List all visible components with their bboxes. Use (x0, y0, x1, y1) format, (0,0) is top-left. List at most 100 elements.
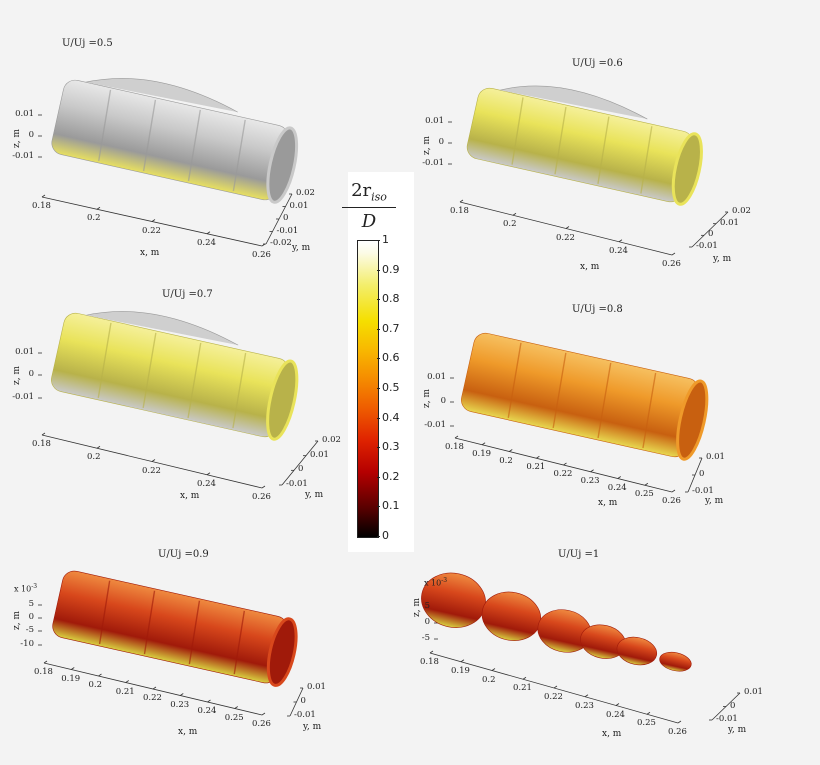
x-tick-label: 0.26 (662, 259, 681, 269)
z-tick-label: 0 (440, 396, 446, 406)
x-tick-label: 0.22 (143, 693, 162, 703)
y-tick-label: 0.01 (744, 687, 763, 697)
x-tick-label: 0.19 (451, 665, 470, 676)
y-tick-label: -0.01 (696, 241, 718, 251)
y-tick-label: 0.01 (706, 452, 725, 462)
x-axis-label: x, m (180, 491, 200, 501)
isosurface-tube (52, 570, 298, 687)
x-tick-label: 0.18 (32, 439, 51, 449)
x-tick-label: 0.2 (503, 219, 517, 230)
y-tick-label: -0.01 (692, 486, 714, 496)
z-tick-label: -5 (25, 625, 34, 635)
x-tick-label: 0.18 (445, 442, 464, 452)
x-axis-label: x, m (140, 248, 160, 258)
x-tick-label: 0.26 (668, 727, 687, 737)
z-tick-label: 0.01 (15, 109, 34, 119)
z-tick-label: 0 (424, 617, 430, 627)
x-tick-label: 0.2 (499, 455, 513, 466)
isosurface-plot (421, 572, 741, 724)
panel-u-0-7: U/Uj =0.7 0.01 0 -0.01 z, m 0.18 0.2 0.22 0.24 0.… (0, 275, 341, 505)
x-tick-label: 0.24 (607, 482, 627, 493)
z-tick-label: -0.01 (12, 392, 34, 402)
y-axis-label: y, m (713, 254, 732, 264)
x-tick-label: 0.2 (88, 680, 103, 690)
x-tick-label: 0.25 (637, 718, 656, 729)
x-tick-label: 0.19 (61, 673, 81, 684)
y-tick-label: 0 (699, 469, 705, 479)
x-tick-label: 0.26 (252, 250, 271, 260)
z-tick-label: 5 (28, 599, 34, 609)
x-tick-label: 0.22 (142, 465, 161, 476)
y-tick-label: 0.02 (732, 206, 751, 216)
x-tick-label: 0.25 (224, 712, 244, 723)
x-tick-label: 0.23 (580, 475, 600, 486)
x-tick-label: 0.24 (197, 237, 216, 248)
x-tick-label: 0.18 (34, 667, 53, 677)
z-tick-label: 0 (438, 137, 444, 147)
z-axis-label: z, m (12, 129, 22, 148)
x-tick-label: 0.24 (197, 706, 217, 716)
colorbar-tick-label: 0.6 (382, 351, 400, 365)
y-tick-label: 0 (300, 696, 306, 706)
x-tick-label: 0.23 (575, 700, 594, 711)
x-tick-label: 0.24 (197, 478, 216, 489)
x-axis-label: x, m (602, 729, 622, 739)
x-tick-label: 0.23 (170, 699, 190, 710)
x-axis-label: x, m (178, 727, 198, 737)
isosurface-plot (38, 311, 319, 489)
z-tick-label: 5 (424, 601, 430, 611)
y-axis-label: y, m (292, 243, 311, 253)
colorbar-tick-label: 0.8 (382, 292, 400, 306)
isosurface-tube (51, 78, 299, 204)
x-tick-label: 0.22 (553, 469, 573, 479)
x-tick-label: 0.18 (420, 657, 439, 667)
x-tick-label: 0.2 (87, 452, 101, 463)
z-tick-label: 0 (28, 369, 34, 379)
z-tick-label: -10 (20, 639, 34, 649)
x-tick-label: 0.22 (556, 232, 575, 243)
x-tick-label: 0.26 (252, 719, 271, 729)
panel-u-0-8: U/Uj =0.8 0.01 0 -0.01 z, m 0.18 0.19 0.2 0.21 0.… (410, 290, 810, 510)
x-axis-label: x, m (598, 498, 618, 508)
y-tick-label: 0.01 (307, 682, 326, 692)
isosurface-tube (461, 332, 709, 461)
z-tick-label: -0.01 (422, 158, 444, 168)
y-tick-label: -0.01 (716, 714, 738, 724)
z-tick-label: -5 (421, 633, 430, 643)
y-axis-label: y, m (305, 490, 324, 500)
y-axis-label: y, m (705, 496, 724, 506)
x-tick-label: 0.26 (662, 496, 681, 506)
colorbar-tick-label: 0.7 (382, 321, 400, 335)
x-tick-label: 0.24 (609, 245, 628, 256)
panel-u-0-5: U/Uj =0.5 0.01 0 -0.01 z, m 0.18 0.2 0.22 0.24 0.… (0, 0, 340, 270)
colorbar-tick-label: 1 (382, 233, 389, 246)
colorbar-tick-label: 0.9 (382, 262, 400, 276)
colorbar-tick-label: 0.4 (382, 410, 400, 424)
colorbar-tick-label: 0.1 (382, 499, 400, 513)
z-axis-label: z, m (422, 136, 432, 155)
x-tick-label: 0.22 (142, 225, 161, 236)
y-tick-label: 0.01 (310, 449, 329, 460)
x-tick-label: 0.21 (115, 686, 135, 697)
z-axis-label: z, m (12, 611, 22, 630)
y-tick-label: 0.02 (296, 188, 315, 198)
colorbar-tick-label: 0 (382, 529, 389, 542)
isosurface-tube (421, 572, 692, 672)
isosurface-plot (448, 85, 729, 256)
x-tick-label: 0.25 (634, 489, 654, 500)
z-tick-label: 0.01 (425, 116, 444, 126)
y-tick-label: 0 (730, 700, 736, 711)
z-tick-label: 0.01 (427, 372, 446, 382)
isosurface-plot (38, 570, 304, 717)
x-tick-label: 0.21 (513, 683, 532, 694)
panel-title: U/Uj =0.9 (158, 549, 209, 560)
panel-title: U/Uj =0.7 (162, 289, 213, 300)
x-tick-label: 0.2 (482, 674, 496, 685)
y-axis-label: y, m (303, 722, 322, 732)
x-tick-label: 0.21 (526, 462, 546, 473)
x-tick-label: 0.19 (472, 448, 492, 459)
colorbar-gradient (357, 240, 379, 538)
x-tick-label: 0.18 (32, 201, 51, 211)
y-tick-label: 0 (708, 229, 714, 240)
axis-multiplier: x 10-3 (14, 583, 38, 594)
